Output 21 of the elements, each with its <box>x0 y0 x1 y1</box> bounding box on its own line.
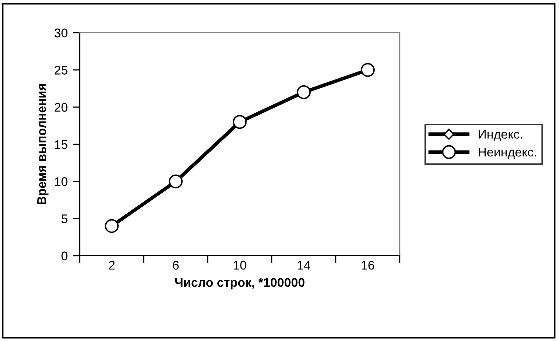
y-tick-label: 30 <box>54 28 68 38</box>
legend-label: Индекс. <box>478 130 522 142</box>
x-tick-label: 10 <box>234 261 246 270</box>
point <box>297 86 311 100</box>
x-tick-label: 2 <box>109 261 115 270</box>
y-tick-label: 10 <box>55 177 68 186</box>
point <box>169 174 183 189</box>
x-axis-title: Число строк, *100000 <box>175 278 305 290</box>
legend-label: Неиндекс. <box>478 148 536 160</box>
y-axis-title: Время выполнения <box>38 84 49 204</box>
x-tick-label: 6 <box>173 261 179 270</box>
y-tick-label: 25 <box>54 66 68 75</box>
y-tick-label: 15 <box>55 140 68 150</box>
point <box>105 219 119 234</box>
x-tick-label: 14 <box>298 261 311 270</box>
y-tick-label: 20 <box>54 103 68 112</box>
x-tick-label: 16 <box>362 261 374 270</box>
y-tick-label: 0 <box>62 252 68 261</box>
point <box>233 115 247 130</box>
point <box>361 63 375 78</box>
y-tick-label: 5 <box>62 214 68 224</box>
